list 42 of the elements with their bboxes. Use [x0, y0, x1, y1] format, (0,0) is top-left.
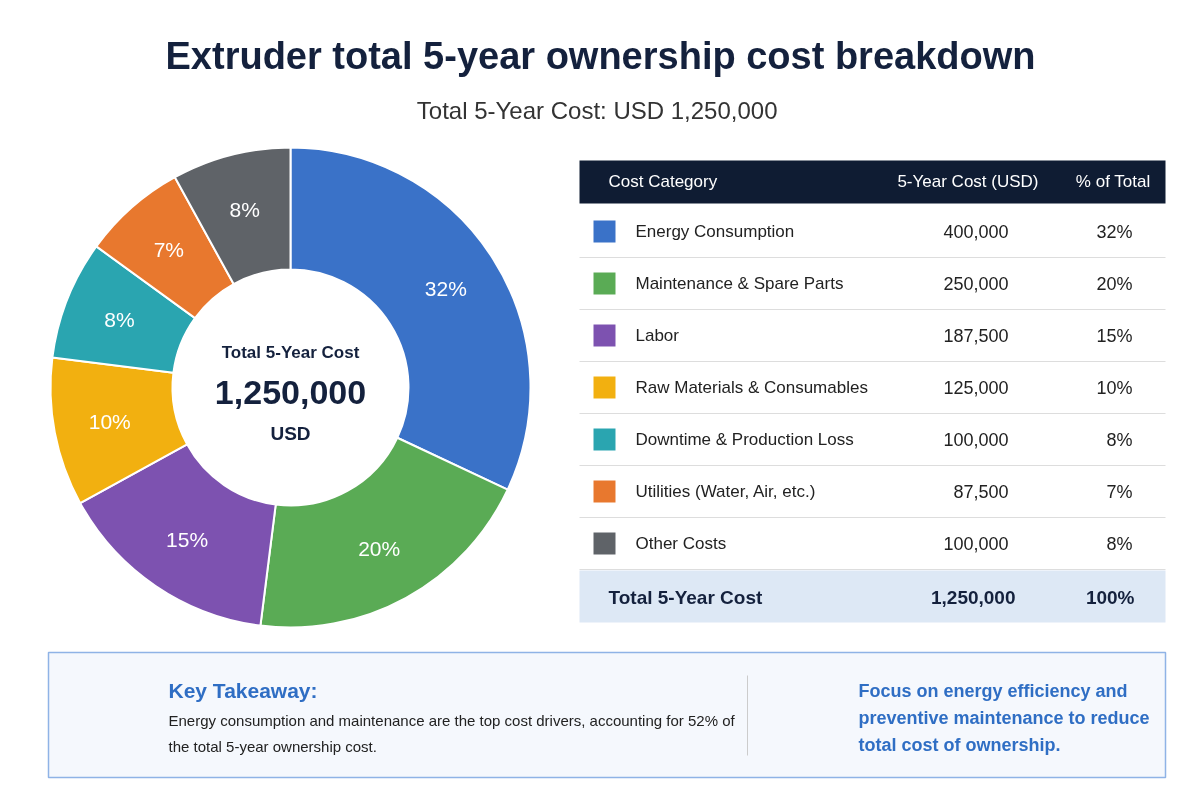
text: Energy consumption and maintenance are the top cost drivers, accounting for 52% of the total 5-year ownership cost. [168, 712, 736, 755]
data-label: 7% [153, 237, 184, 261]
text: USD [270, 423, 311, 444]
text: 15% [1096, 325, 1133, 346]
text: 125,000 [943, 378, 1009, 398]
text: 20% [1096, 273, 1133, 294]
text: 32% [1096, 221, 1133, 242]
text: 8% [1106, 533, 1133, 554]
data-label: 20% [358, 537, 401, 561]
legend-label: Downtime & Production Loss [635, 430, 854, 449]
chart-subtitle: Total 5-Year Cost: USD 1,250,000 [416, 97, 778, 124]
text: 10% [1096, 377, 1133, 398]
text: Cost Category [608, 172, 718, 191]
text: Total 5-Year Cost [221, 343, 360, 362]
legend-label: Labor [635, 326, 680, 345]
chart-title: Extruder total 5-year ownership cost breakdown [165, 34, 1036, 77]
text: 87,500 [953, 482, 1009, 502]
data-label: 8% [104, 308, 135, 332]
text: 7% [1106, 481, 1133, 502]
data-label: 8% [229, 197, 260, 221]
legend-label: Utilities (Water, Air, etc.) [635, 482, 816, 501]
text: 187,500 [943, 326, 1009, 346]
text: 1,250,000 [214, 373, 367, 411]
text: Key Takeaway: [168, 679, 318, 702]
text: Total 5-Year Cost [608, 587, 763, 608]
text: 1,250,000 [930, 587, 1016, 608]
legend-label: Other Costs [635, 534, 727, 553]
data-label: 32% [424, 277, 467, 301]
text: 100% [1085, 587, 1135, 608]
data-label: 15% [166, 528, 209, 552]
text: 100,000 [943, 430, 1009, 450]
legend-label: Raw Materials & Consumables [635, 378, 868, 397]
text: 8% [1106, 429, 1133, 450]
text: 100,000 [943, 534, 1009, 554]
legend-label: Energy Consumption [635, 222, 795, 241]
text: Focus on energy efficiency and preventive maintenance to reduce total cost of ownership. [858, 680, 1150, 755]
text: % of Total [1075, 172, 1151, 191]
legend-label: Maintenance & Spare Parts [635, 274, 844, 293]
text: 400,000 [943, 222, 1009, 242]
data-label: 10% [88, 410, 131, 434]
text: 250,000 [943, 274, 1009, 294]
text: 5-Year Cost (USD) [897, 172, 1039, 191]
